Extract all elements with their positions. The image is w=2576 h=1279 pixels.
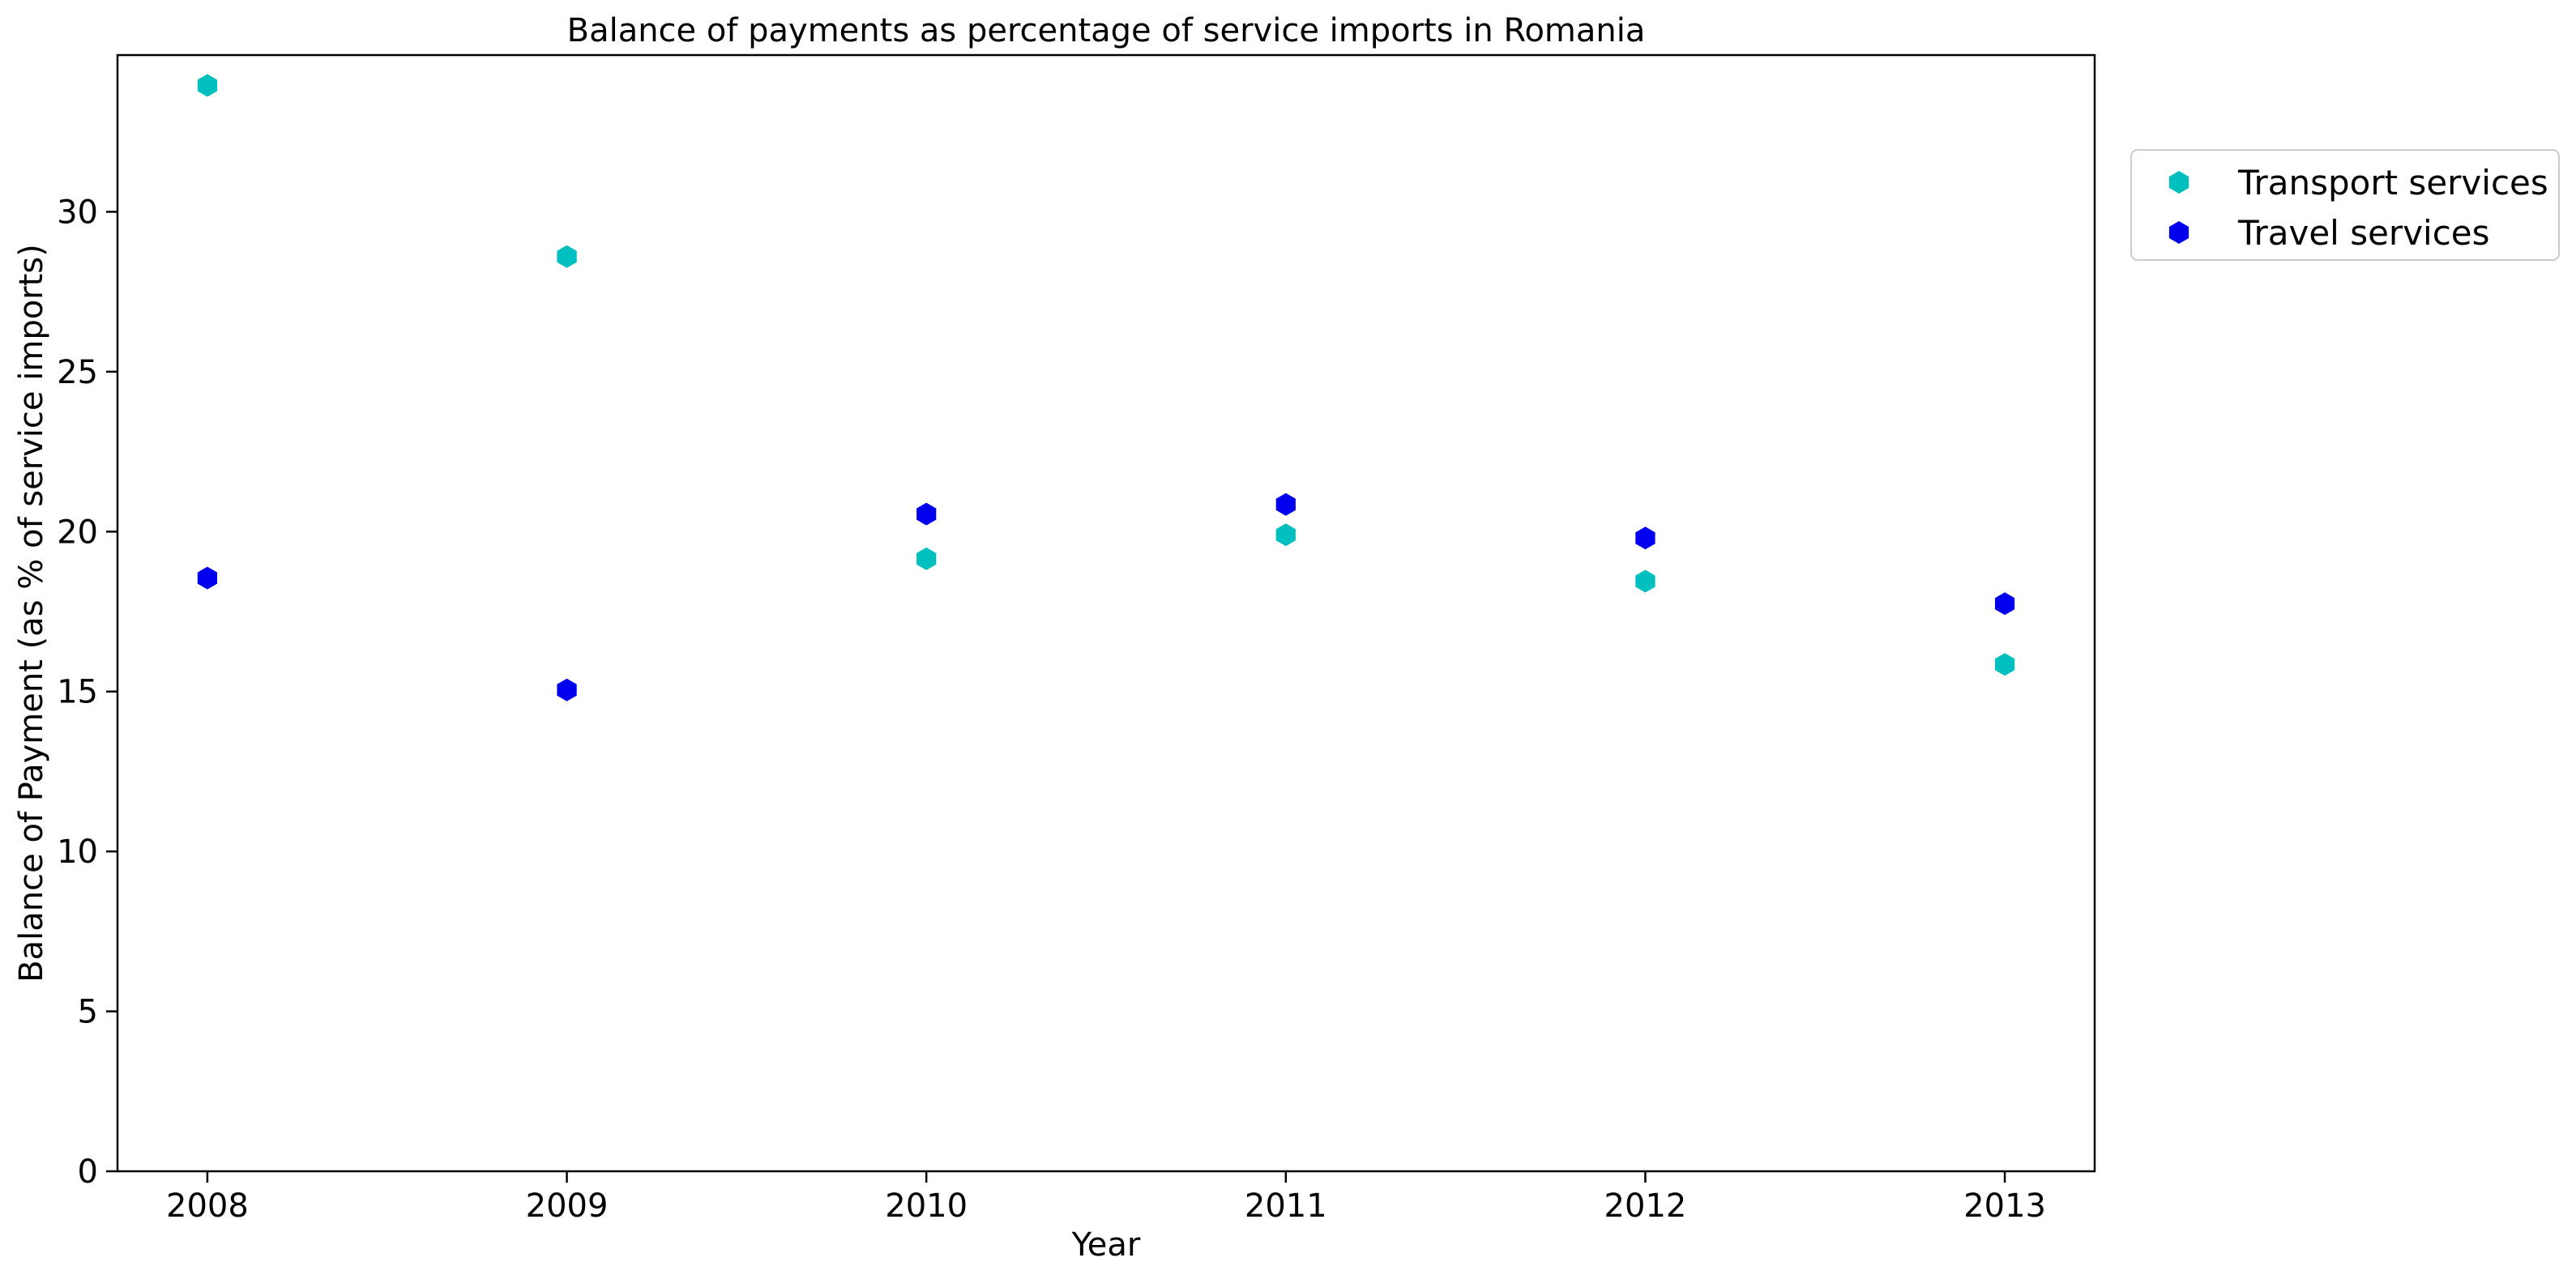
point-series-1-2009 bbox=[557, 678, 577, 701]
y-tick-label: 30 bbox=[57, 194, 98, 231]
y-tick-label: 10 bbox=[57, 833, 98, 871]
y-tick-label: 5 bbox=[78, 994, 98, 1031]
x-tick-label: 2012 bbox=[1604, 1187, 1687, 1225]
point-series-0-2008 bbox=[197, 74, 217, 97]
y-tick-label: 15 bbox=[57, 674, 98, 711]
point-series-0-2011 bbox=[1275, 523, 1296, 547]
legend-marker-1 bbox=[2168, 221, 2189, 244]
point-series-1-2011 bbox=[1275, 492, 1296, 516]
legend-label-1: Travel services bbox=[2237, 213, 2490, 253]
y-tick-label: 25 bbox=[57, 354, 98, 391]
data-points bbox=[197, 74, 2015, 701]
point-series-1-2013 bbox=[1995, 592, 2015, 616]
y-axis: 0 5 10 15 20 25 30 bbox=[57, 194, 117, 1191]
x-axis-label: Year bbox=[1071, 1226, 1141, 1264]
x-tick-label: 2013 bbox=[1963, 1187, 2046, 1225]
legend-marker-0 bbox=[2168, 171, 2189, 194]
legend-box bbox=[2130, 149, 2560, 261]
x-tick-label: 2009 bbox=[526, 1187, 609, 1225]
y-axis-label: Balance of Payment (as % of service impo… bbox=[13, 244, 50, 983]
x-tick-label: 2011 bbox=[1245, 1187, 1327, 1225]
y-tick-label: 20 bbox=[57, 514, 98, 551]
y-tick-label: 0 bbox=[78, 1153, 98, 1191]
chart-title: Balance of payments as percentage of ser… bbox=[567, 12, 1646, 49]
point-series-0-2012 bbox=[1635, 569, 1655, 593]
x-axis: 2008 2009 2010 2011 2012 2013 bbox=[166, 1171, 2046, 1225]
point-series-1-2008 bbox=[197, 566, 217, 590]
legend-label-0: Transport services bbox=[2237, 163, 2548, 203]
point-series-1-2012 bbox=[1635, 527, 1655, 550]
x-tick-label: 2010 bbox=[885, 1187, 968, 1225]
x-tick-label: 2008 bbox=[166, 1187, 249, 1225]
legend: Transport services Travel services bbox=[2130, 149, 2560, 261]
point-series-1-2010 bbox=[916, 502, 937, 526]
plot-area bbox=[116, 53, 2096, 1173]
point-series-0-2009 bbox=[557, 245, 577, 268]
point-series-0-2013 bbox=[1995, 653, 2015, 676]
point-series-0-2010 bbox=[916, 547, 937, 570]
